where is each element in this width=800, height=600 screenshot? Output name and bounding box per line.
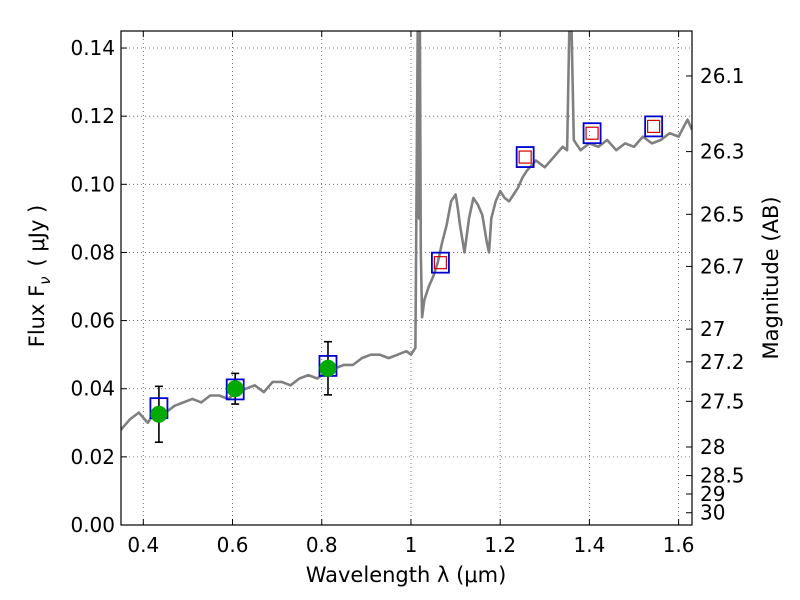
mag-tick-label: 26.1 (700, 64, 745, 88)
model-flux-box (582, 122, 602, 145)
grid (121, 31, 692, 525)
y-tick-label: 0.02 (70, 445, 115, 469)
model-flux-box (515, 146, 535, 168)
model-flux-box (225, 378, 245, 401)
mag-tick-label: 26.5 (700, 202, 745, 226)
x-tick-label: 0.8 (306, 533, 338, 557)
y-tick-label: 0.08 (70, 240, 115, 264)
x-tick-label: 1.4 (573, 533, 605, 557)
spectrum-line (121, 31, 692, 431)
x-tick-label: 1.2 (484, 533, 516, 557)
predicted-flux-marker (647, 119, 661, 133)
axes-frame (120, 30, 693, 526)
mag-tick-label: 28 (700, 435, 725, 459)
x-tick-label: 0.4 (127, 533, 159, 557)
y-tick-label: 0.06 (70, 309, 115, 333)
predicted-flux-marker (433, 256, 448, 270)
mag-tick-label: 27 (700, 317, 725, 341)
y-tick-label: 0.10 (70, 172, 115, 196)
ticks: 0.4 0.6 0.8 1 1.2 1.4 1.6 0.00 0.02 0.04 0.06 0.08 0… (70, 31, 745, 557)
mag-tick-label: 29 (700, 482, 725, 506)
y-tick-label: 0.04 (70, 377, 115, 401)
x-tick-label: 1 (405, 533, 418, 557)
predicted-flux-marker (585, 126, 599, 140)
y-axis-label-main: Flux F (25, 285, 49, 347)
mag-tick-label: 27.2 (700, 350, 745, 374)
y-tick-label: 0.12 (70, 104, 115, 128)
y-axis-label: Flux Fν ( μJy ) (25, 205, 54, 348)
y2-axis-label: Magnitude (AB) (759, 196, 783, 359)
model-flux-box (644, 115, 664, 138)
x-tick-label: 1.6 (663, 533, 695, 557)
y-axis-label-sub: ν (36, 276, 54, 284)
x-tick-label: 0.6 (217, 533, 249, 557)
mag-tick-label: 28.5 (700, 464, 745, 488)
mag-tick-label: 27.5 (700, 389, 745, 413)
y-tick-label: 0.14 (70, 36, 115, 60)
plot-area (121, 31, 692, 444)
x-axis-label: Wavelength λ (μm) (306, 563, 507, 587)
mag-tick-label: 26.7 (700, 254, 745, 278)
y-tick-label: 0.00 (70, 513, 115, 537)
observed-flux-point (226, 380, 244, 398)
mag-tick-label: 26.3 (700, 140, 745, 164)
observed-flux-point (319, 359, 337, 377)
y-axis-label-unit: ( μJy ) (25, 205, 49, 267)
observed-flux-point (150, 405, 168, 423)
mag-tick-label: 30 (700, 501, 725, 525)
model-flux-box (431, 251, 450, 274)
predicted-flux-marker (518, 150, 532, 164)
